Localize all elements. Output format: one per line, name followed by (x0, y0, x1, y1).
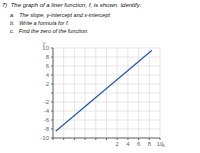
svg-text:2: 2 (116, 141, 120, 147)
svg-text:6: 6 (137, 141, 141, 147)
svg-text:4: 4 (46, 72, 50, 78)
svg-text:10: 10 (42, 45, 49, 51)
svg-text:-2: -2 (44, 99, 50, 105)
svg-text:-8: -8 (44, 126, 50, 132)
html-text:c. Find the zero of the functi: c. Find the zero of the function. (10, 28, 89, 34)
html-text:b. Write a formula for f.: b. Write a formula for f. (10, 20, 69, 26)
svg-text:4: 4 (126, 141, 130, 147)
svg-text:-6: -6 (44, 117, 50, 123)
svg-text:x: x (162, 142, 165, 148)
svg-text:2: 2 (46, 81, 50, 87)
svg-text:10: 10 (156, 141, 164, 148)
svg-text:6: 6 (46, 63, 50, 69)
html-text:7) The graph of a liner functi: 7) The graph of a liner function, f, is … (2, 2, 142, 8)
svg-text:8: 8 (46, 54, 50, 60)
svg-text:8: 8 (148, 141, 152, 147)
html-text:a. The slope, y-intercept and: a. The slope, y-intercept and x-intercep… (10, 12, 110, 18)
svg-text:y: y (43, 40, 46, 46)
svg-text:-10: -10 (40, 135, 49, 141)
svg-text:-4: -4 (44, 108, 50, 114)
